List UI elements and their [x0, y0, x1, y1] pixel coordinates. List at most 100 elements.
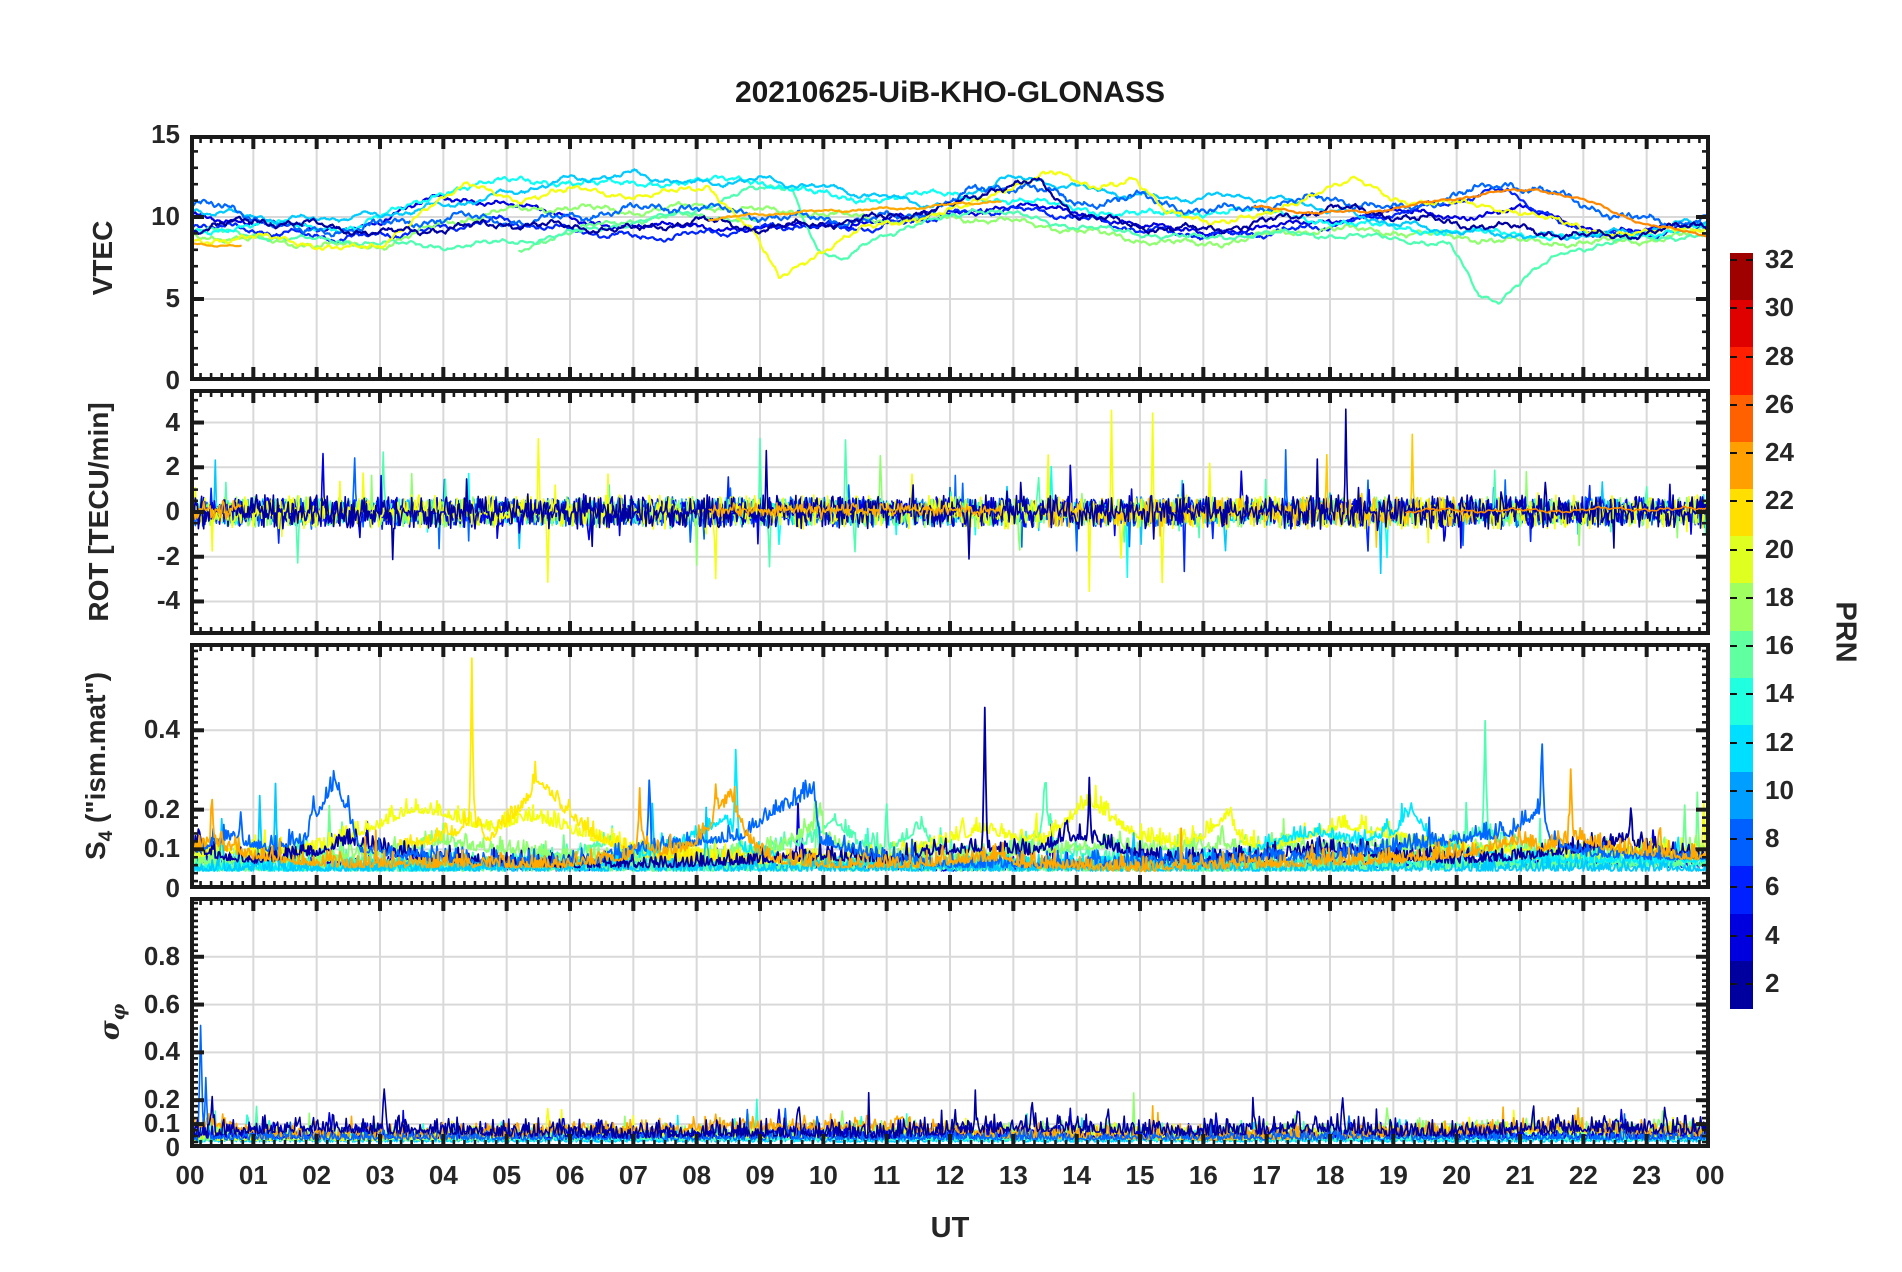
y-tick-label: 0.1 [143, 833, 180, 864]
colorbar-tick [1730, 355, 1737, 358]
y-axis-label-vtec: VTEC [87, 220, 119, 296]
y-tick-label: 0 [165, 1132, 180, 1162]
series-prn-23 [190, 499, 242, 520]
colorbar-tick [1730, 934, 1737, 937]
colorbar-segment [1730, 347, 1753, 396]
colorbar-tick [1730, 645, 1737, 648]
x-tick-label: 19 [1378, 1160, 1408, 1190]
colorbar-tick-label: 16 [1765, 630, 1794, 661]
y-tick-label: 0.2 [143, 1084, 180, 1115]
x-tick-label: 11 [872, 1160, 901, 1190]
colorbar-tick-label: 10 [1765, 774, 1794, 805]
colorbar-tick [1746, 886, 1753, 889]
colorbar-tick [1746, 838, 1753, 841]
colorbar-tick [1730, 596, 1737, 599]
y-axis-label-rot: ROT [TECU/min] [83, 402, 115, 622]
x-tick-label: 17 [1252, 1160, 1282, 1190]
x-tick-label: 00 [1695, 1160, 1725, 1190]
series-prn-20 [190, 409, 1710, 592]
colorbar-tick-label: 26 [1765, 388, 1794, 419]
colorbar-tick [1730, 982, 1737, 985]
series-prn-2 [190, 408, 1710, 561]
colorbar-tick [1730, 741, 1737, 744]
colorbar-tick [1746, 645, 1753, 648]
series-prn-22 [1044, 433, 1477, 548]
series-prn-15 [190, 184, 1710, 305]
colorbar-tick [1746, 741, 1753, 744]
colorbar-tick [1730, 307, 1737, 310]
colorbar-tick-label: 30 [1765, 292, 1794, 323]
series-prn-23 [708, 200, 1002, 222]
colorbar-tick [1730, 500, 1737, 503]
colorbar-segment [1730, 253, 1753, 301]
x-tick-label: 00 [175, 1160, 205, 1190]
colorbar-segment [1730, 583, 1753, 631]
colorbar-tick [1730, 548, 1737, 551]
colorbar-tick [1746, 596, 1753, 599]
colorbar-segment [1730, 913, 1753, 962]
x-tick-label: 08 [682, 1160, 712, 1190]
colorbar-segment [1730, 819, 1753, 867]
x-tick-label: 01 [238, 1160, 268, 1190]
x-tick-label: 14 [1062, 1160, 1092, 1190]
colorbar-segment [1730, 300, 1753, 348]
panel-vtec [190, 135, 1710, 381]
y-tick-label: 0.4 [143, 714, 180, 745]
series-prn-23 [708, 502, 1002, 521]
colorbar-tick [1746, 452, 1753, 455]
colorbar-tick-label: 24 [1765, 437, 1794, 468]
colorbar-segment [1730, 441, 1753, 490]
x-tick-label: 20 [1442, 1160, 1472, 1190]
y-tick-label: 0 [165, 873, 180, 903]
colorbar-tick-label: 20 [1765, 533, 1794, 564]
colorbar-tick [1730, 789, 1737, 792]
x-tick-label: 16 [1188, 1160, 1218, 1190]
colorbar-segment [1730, 536, 1753, 584]
x-tick-label: 03 [365, 1160, 395, 1190]
x-tick-label: 13 [998, 1160, 1028, 1190]
colorbar-tick-label: 4 [1765, 919, 1780, 950]
colorbar-tick [1746, 693, 1753, 696]
colorbar-tick [1730, 693, 1737, 696]
series-prn-23 [190, 242, 242, 248]
y-tick-label: 10 [151, 201, 180, 231]
colorbar-segment [1730, 394, 1753, 443]
y-tick-label: -4 [156, 585, 180, 616]
colorbar-tick [1730, 403, 1737, 406]
y-axis-label-s4: S4 ("ism.mat") [80, 671, 117, 861]
colorbar-tick-label: 12 [1765, 726, 1794, 757]
y-tick-label: 0 [165, 496, 180, 526]
x-tick-label: 21 [1505, 1160, 1535, 1190]
colorbar-segment [1730, 960, 1753, 1009]
y-tick-label: 2 [165, 451, 180, 482]
x-tick-label: 23 [1632, 1160, 1662, 1190]
colorbar-tick [1746, 259, 1753, 262]
x-tick-label: 04 [428, 1160, 458, 1190]
y-axis-label-sigma-phi: σφ [94, 1003, 130, 1041]
colorbar-tick-label: 2 [1765, 967, 1780, 998]
colorbar-tick [1746, 934, 1753, 937]
y-tick-label: 0.1 [143, 1108, 180, 1139]
colorbar-tick-label: 28 [1765, 340, 1794, 371]
colorbar-tick [1746, 500, 1753, 503]
colorbar-tick [1746, 548, 1753, 551]
colorbar-tick [1730, 259, 1737, 262]
series-prn-11 [190, 782, 1710, 872]
colorbar-tick-label: 8 [1765, 823, 1780, 854]
x-tick-label: 05 [492, 1160, 522, 1190]
colorbar [1730, 253, 1753, 1009]
x-tick-label: 22 [1568, 1160, 1598, 1190]
y-tick-label: 0.8 [143, 940, 180, 971]
colorbar-tick [1746, 355, 1753, 358]
colorbar-tick [1730, 886, 1737, 889]
y-tick-label: 15 [151, 119, 180, 149]
x-tick-label: 12 [935, 1160, 965, 1190]
colorbar-segment [1730, 724, 1753, 773]
panel-rot [190, 389, 1710, 635]
colorbar-segment [1730, 630, 1753, 679]
colorbar-tick-label: 22 [1765, 485, 1794, 516]
colorbar-segment [1730, 488, 1753, 537]
colorbar-tick [1746, 789, 1753, 792]
colorbar-tick [1730, 452, 1737, 455]
x-tick-label: 15 [1125, 1160, 1155, 1190]
